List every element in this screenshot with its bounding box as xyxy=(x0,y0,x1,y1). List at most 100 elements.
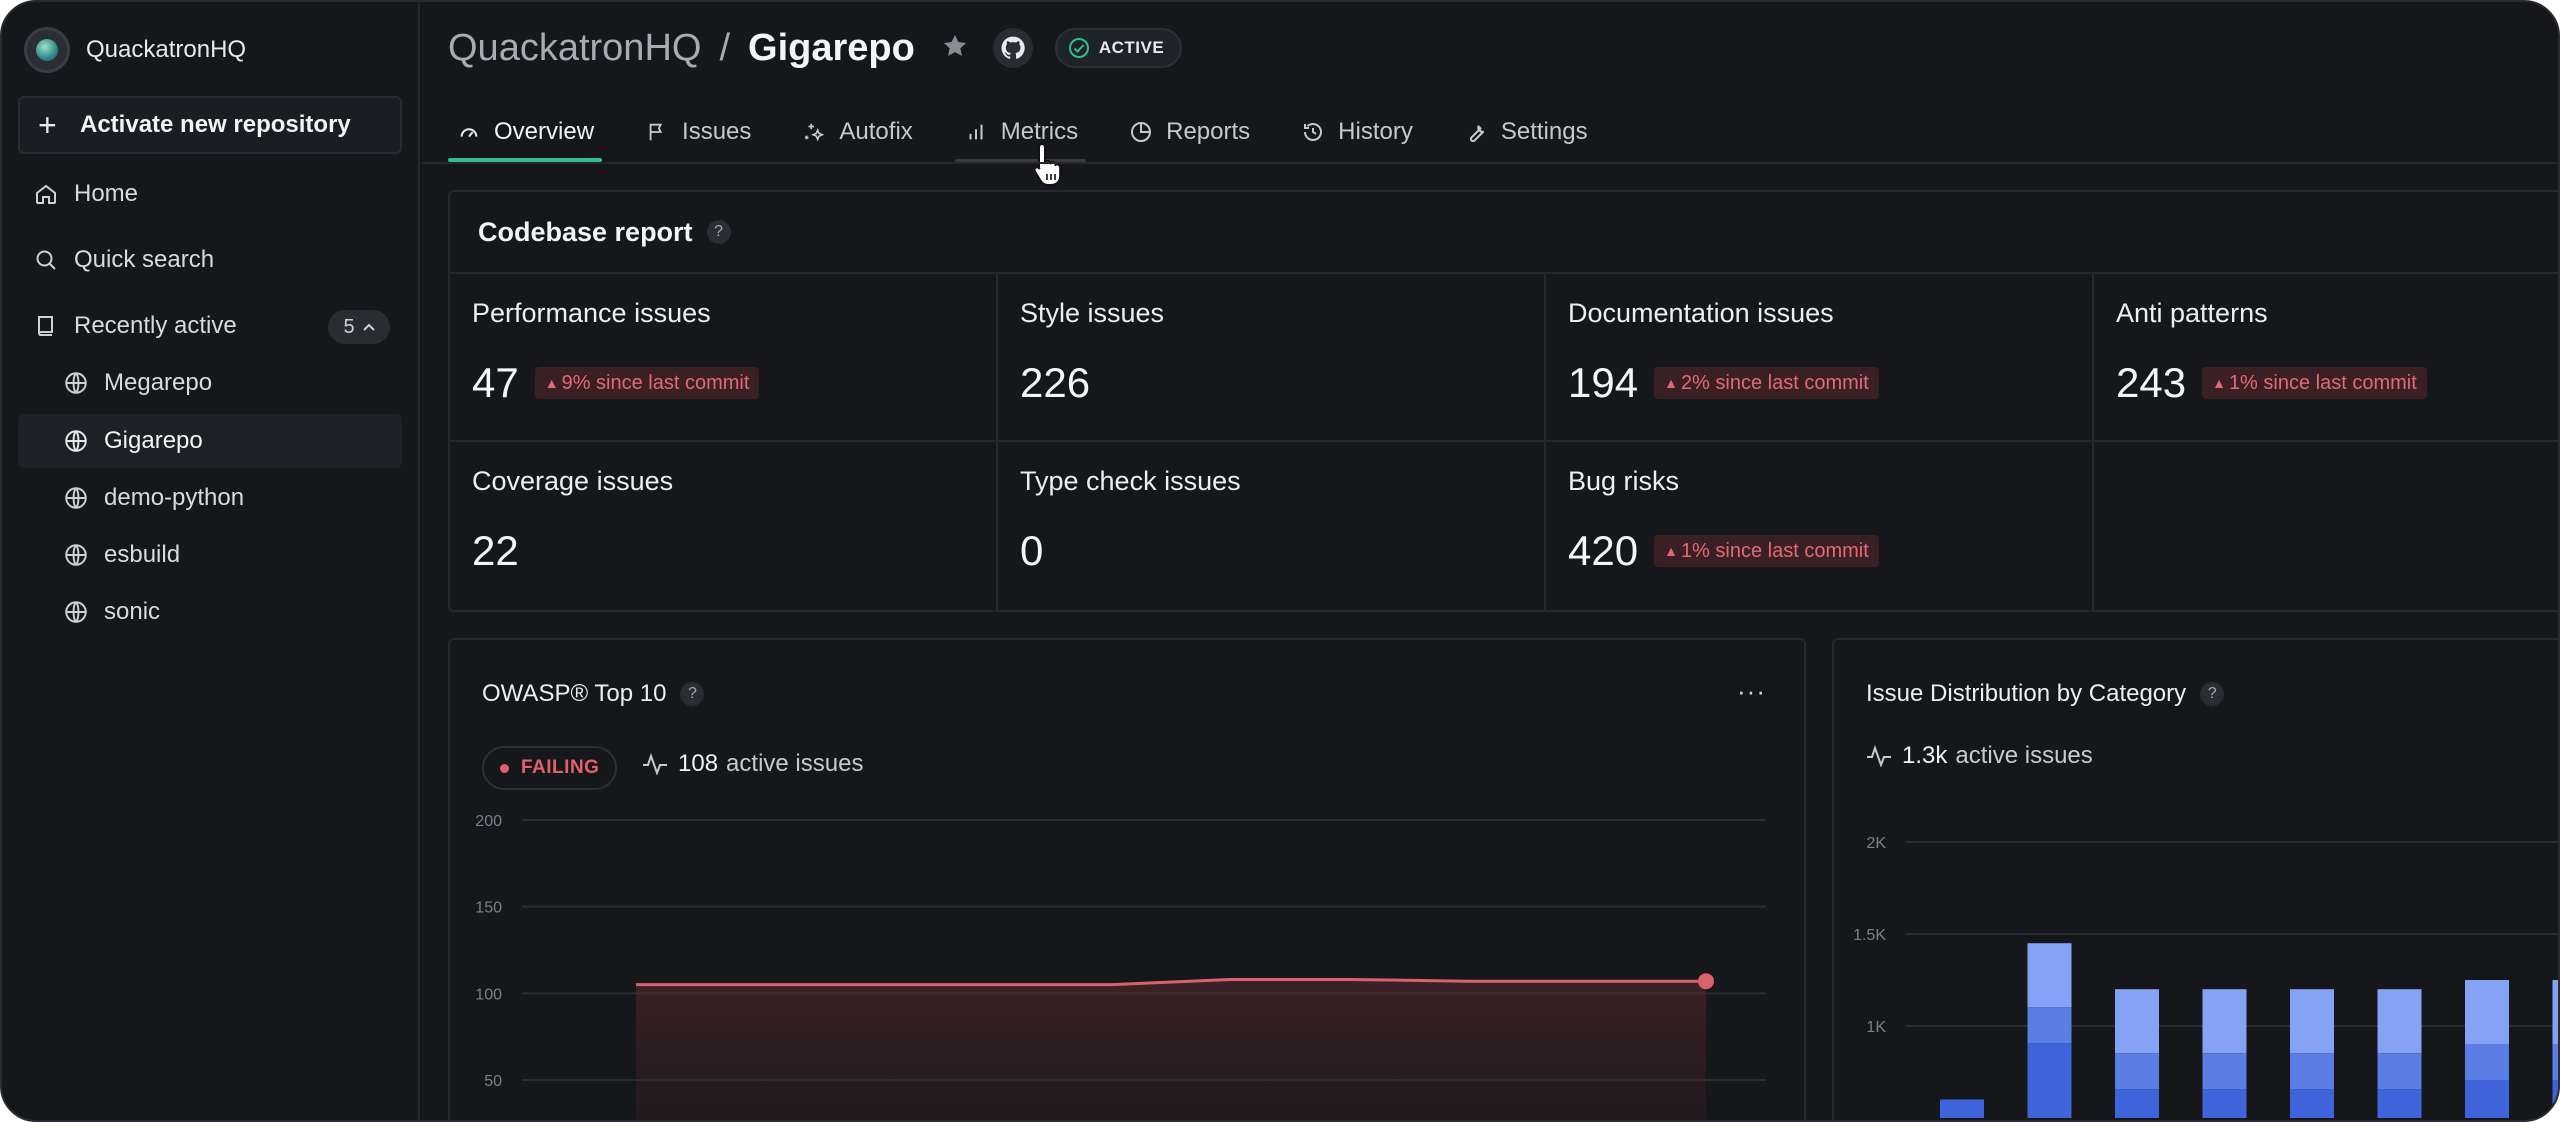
bar-chart-icon xyxy=(963,119,989,145)
bar-segment[interactable] xyxy=(2290,989,2334,1054)
recent-count: 5 xyxy=(343,315,355,338)
bar-segment[interactable] xyxy=(2027,1043,2072,1118)
bar-segment[interactable] xyxy=(2202,1089,2247,1118)
metric-delta-badge: ▲ 9% since last commit xyxy=(534,367,760,399)
pie-chart-icon xyxy=(1128,119,1154,145)
sidebar-repo-demo-python[interactable]: demo-python xyxy=(18,471,402,525)
breadcrumb-org[interactable]: QuackatronHQ xyxy=(448,26,702,69)
tab-issues[interactable]: Issues xyxy=(636,102,759,162)
codebase-report: Codebase report ? Performance issues 47 … xyxy=(448,190,2558,612)
tab-label: Overview xyxy=(494,118,595,145)
bar-segment[interactable] xyxy=(2027,943,2072,1008)
tab-history[interactable]: History xyxy=(1292,102,1421,162)
bar-segment[interactable] xyxy=(2552,1044,2560,1080)
metric-performance-issues[interactable]: Performance issues 47 ▲ 9% since last com… xyxy=(450,274,998,442)
tab-autofix[interactable]: Autofix xyxy=(793,102,920,162)
recent-count-badge[interactable]: 5 xyxy=(328,310,390,344)
metric-bug-risks[interactable]: Bug risks 420 ▲ 1% since last commit xyxy=(1546,442,2094,610)
bar-segment[interactable] xyxy=(2465,1044,2509,1080)
owasp-active-label: active issues xyxy=(726,750,864,777)
metric-style-issues[interactable]: Style issues 226 xyxy=(998,274,1546,442)
globe-icon xyxy=(62,598,90,626)
sidebar-item-home[interactable]: Home xyxy=(18,166,402,222)
metric-value: 47 xyxy=(472,359,519,406)
sidebar-repo-sonic[interactable]: sonic xyxy=(18,585,402,639)
sidebar-repo-gigarepo[interactable]: Gigarepo xyxy=(18,414,402,468)
metric-value: 420 xyxy=(1568,527,1639,574)
distribution-active-label: active issues xyxy=(1955,742,2093,769)
bar-segment[interactable] xyxy=(2552,980,2560,1044)
metrics-grid: Performance issues 47 ▲ 9% since last com… xyxy=(450,274,2558,610)
bar-segment[interactable] xyxy=(2202,989,2247,1054)
tab-label: Settings xyxy=(1500,118,1588,145)
org-avatar xyxy=(24,27,70,73)
sidebar-item-label: Quick search xyxy=(74,246,215,273)
bar-segment[interactable] xyxy=(2027,1007,2072,1044)
y-tick-label: 50 xyxy=(484,1073,502,1090)
org-switcher[interactable]: QuackatronHQ xyxy=(24,26,246,74)
metric-empty-cell xyxy=(2094,442,2558,610)
y-tick-label: 150 xyxy=(475,900,502,917)
help-icon[interactable]: ? xyxy=(680,682,705,706)
tab-settings[interactable]: Settings xyxy=(1455,102,1596,162)
tab-label: History xyxy=(1338,118,1413,145)
distribution-title-text: Issue Distribution by Category xyxy=(1866,680,2187,707)
help-icon[interactable]: ? xyxy=(2200,682,2225,706)
metric-type-check-issues[interactable]: Type check issues 0 xyxy=(998,442,1546,610)
owasp-active-issues: 108 active issues xyxy=(642,750,863,778)
metric-delta: 1% since last commit xyxy=(2228,371,2417,394)
bar-segment[interactable] xyxy=(2465,1080,2509,1118)
bar-segment[interactable] xyxy=(2202,1053,2247,1090)
tab-metrics[interactable]: Metrics xyxy=(954,102,1087,162)
github-icon[interactable] xyxy=(992,28,1033,68)
sidebar-item-label: Recently active xyxy=(74,312,237,339)
help-icon[interactable]: ? xyxy=(706,220,731,244)
bar-segment[interactable] xyxy=(2465,980,2509,1044)
sidebar-repo-esbuild[interactable]: esbuild xyxy=(18,528,402,582)
book-icon xyxy=(32,312,60,340)
bar-segment[interactable] xyxy=(2552,1080,2560,1118)
area-fill xyxy=(636,979,1706,1120)
bar-segment[interactable] xyxy=(2115,989,2159,1054)
issue-distribution-chart: 2K 1.5K 1K xyxy=(1853,835,2560,1118)
metric-anti-patterns[interactable]: Anti patterns 243 ▲ 1% since last commit xyxy=(2094,274,2558,442)
metric-coverage-issues[interactable]: Coverage issues 22 xyxy=(450,442,998,610)
sidebar-repo-megarepo[interactable]: Megarepo xyxy=(18,356,402,410)
metric-documentation-issues[interactable]: Documentation issues 194 ▲ 2% since last … xyxy=(1546,274,2094,442)
distribution-title: Issue Distribution by Category ? xyxy=(1866,680,2225,708)
bar-segment[interactable] xyxy=(2377,1089,2422,1118)
bar-segment[interactable] xyxy=(2115,1053,2159,1090)
bar-segment[interactable] xyxy=(2115,1089,2159,1118)
tab-overview[interactable]: Overview xyxy=(448,102,603,162)
y-tick-label: 200 xyxy=(475,813,502,830)
flag-icon xyxy=(644,119,670,145)
tab-label: Issues xyxy=(682,118,752,145)
more-options-icon[interactable]: ··· xyxy=(1737,676,1766,706)
metric-delta-badge: ▲ 1% since last commit xyxy=(2202,367,2427,399)
sidebar-item-quick-search[interactable]: Quick search xyxy=(18,232,402,288)
metric-value: 243 xyxy=(2116,359,2187,406)
bar-segment[interactable] xyxy=(2377,989,2422,1054)
tab-reports[interactable]: Reports xyxy=(1120,102,1258,162)
tab-label: Reports xyxy=(1166,118,1251,145)
bar-segment[interactable] xyxy=(2377,1053,2422,1090)
bar-segment[interactable] xyxy=(2290,1053,2334,1090)
metric-label: Coverage issues xyxy=(472,466,674,496)
sidebar-item-recently-active[interactable]: Recently active 5 xyxy=(18,298,402,354)
y-tick-label: 100 xyxy=(475,986,502,1003)
sidebar-repo-label: Gigarepo xyxy=(104,427,203,454)
sidebar-repo-label: esbuild xyxy=(104,541,181,568)
bar-segment[interactable] xyxy=(2290,1089,2334,1118)
gauge-icon xyxy=(456,119,482,145)
y-tick-label: 2K xyxy=(1866,835,1886,852)
issue-distribution-card: Issue Distribution by Category ? 1.3k ac… xyxy=(1832,638,2560,1120)
chevron-up-icon xyxy=(362,323,375,331)
data-point[interactable] xyxy=(1698,973,1714,990)
bar-segment[interactable] xyxy=(1940,1099,1984,1118)
header-divider xyxy=(422,162,2558,164)
metric-delta-badge: ▲ 1% since last commit xyxy=(1654,535,1879,567)
activate-repository-button[interactable]: + Activate new repository xyxy=(18,96,402,154)
star-icon[interactable] xyxy=(941,27,969,70)
triangle-up-icon: ▲ xyxy=(1664,375,1678,391)
